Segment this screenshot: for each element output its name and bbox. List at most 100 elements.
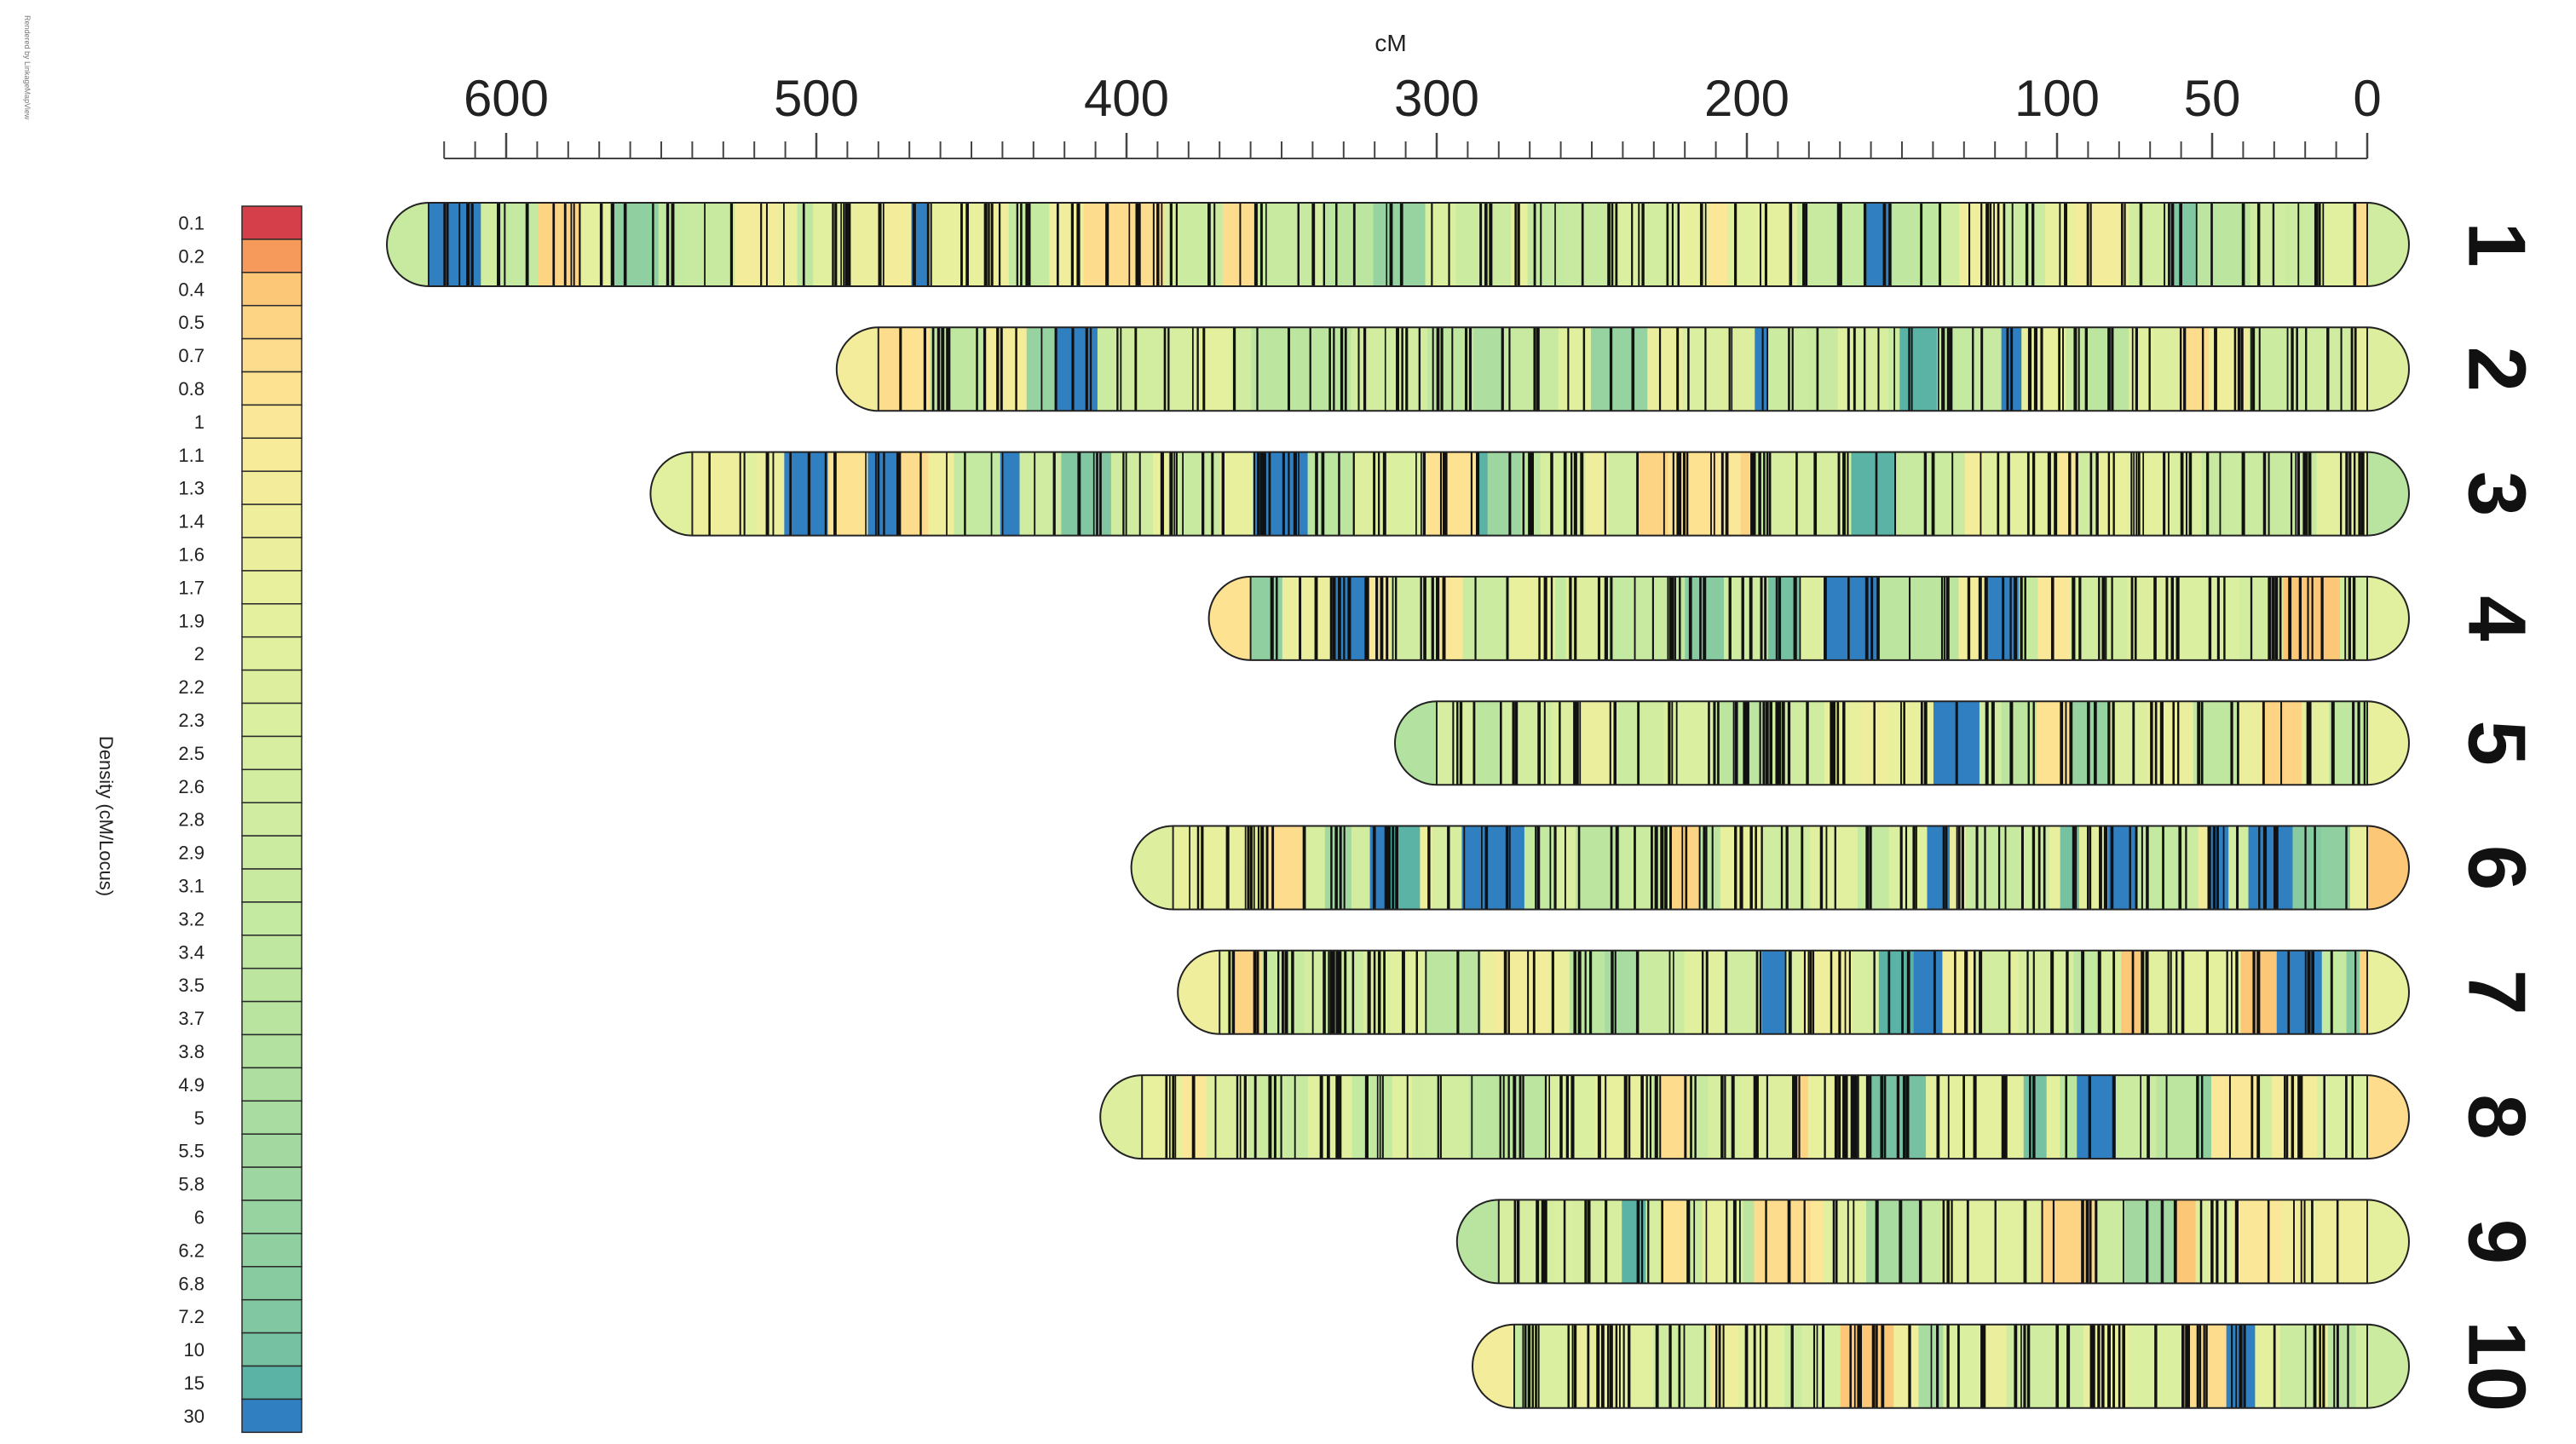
density-band (2239, 576, 2271, 660)
density-band (1179, 203, 1224, 286)
legend-swatch (241, 1000, 303, 1036)
density-band (1662, 1199, 1687, 1284)
chromosome-label: 2 (2452, 347, 2543, 392)
chromosome-cap (2366, 203, 2409, 286)
density-band (1851, 452, 1896, 536)
legend-swatch (241, 901, 303, 936)
chromosome-cap (2366, 826, 2409, 910)
density-band (1527, 203, 1565, 286)
density-band (1801, 1324, 1817, 1408)
density-band (2049, 826, 2061, 910)
legend-swatch (241, 537, 303, 572)
legend-swatch (241, 371, 303, 406)
chromosome-cap (1131, 826, 1175, 910)
density-band (2008, 950, 2020, 1034)
density-band (1083, 203, 1122, 286)
density-band (1369, 826, 1386, 910)
density-band (1558, 327, 1592, 411)
density-band (1926, 1075, 1980, 1159)
legend-swatch (241, 1133, 303, 1168)
density-band (2108, 701, 2149, 785)
density-band (1351, 327, 1375, 411)
chromosome-bands (1456, 1199, 2409, 1284)
density-band (1300, 327, 1352, 411)
chromosome-outline (1207, 575, 2410, 661)
density-band (685, 203, 735, 286)
legend-swatch (241, 768, 303, 803)
chromosome-4: 4 (1207, 575, 2543, 661)
legend-swatch (241, 1298, 303, 1334)
legend-label: 2.8 (178, 809, 205, 831)
legend-label: 1.9 (178, 610, 205, 631)
density-band (2211, 1199, 2234, 1284)
chromosome-bands (1178, 950, 2409, 1034)
legend-label: 1.4 (178, 511, 205, 532)
chromosome-cap (1178, 950, 1222, 1034)
density-band (2168, 452, 2203, 536)
density-band (1855, 327, 1889, 411)
density-band (2276, 950, 2323, 1034)
density-band (2135, 826, 2180, 910)
density-band (1913, 950, 1944, 1034)
density-band (1877, 576, 1905, 660)
legend-swatch (241, 967, 303, 1003)
chromosome-outline (835, 326, 2410, 412)
density-band (1754, 1199, 1812, 1284)
chromosome-cap (2366, 327, 2409, 411)
density-band (1922, 1199, 1942, 1284)
density-band (1425, 203, 1457, 286)
chromosome-outline (386, 202, 2410, 287)
density-band (2353, 327, 2368, 411)
density-band (2199, 1075, 2212, 1159)
density-band (1979, 701, 2003, 785)
density-band (1392, 1075, 1413, 1159)
legend-swatch (241, 1067, 303, 1102)
density-band (1755, 327, 1768, 411)
density-band (911, 203, 931, 286)
density-band (1717, 452, 1742, 536)
density-band (1206, 1075, 1249, 1159)
density-band (1250, 576, 1283, 660)
density-band (1173, 826, 1217, 910)
density-band (2233, 1199, 2283, 1284)
density-band (1721, 1324, 1739, 1408)
density-band (1061, 452, 1112, 536)
density-band (1026, 327, 1056, 411)
axis-title: cM (1374, 30, 1406, 56)
density-band (1461, 826, 1488, 910)
density-band (1939, 203, 1960, 286)
density-band (2154, 327, 2180, 411)
density-band (1866, 203, 1893, 286)
density-band (1462, 576, 1510, 660)
density-band (1916, 826, 1928, 910)
chromosome-label: 7 (2452, 969, 2543, 1015)
density-band (1638, 950, 1686, 1034)
density-band (1351, 1075, 1393, 1159)
legend-label: 0.5 (178, 312, 205, 333)
chromosome-label: 3 (2452, 471, 2543, 516)
density-band (1730, 1199, 1743, 1284)
density-band (1304, 950, 1325, 1034)
axis-tick-label: 400 (1084, 70, 1169, 127)
density-band (1495, 950, 1549, 1034)
density-band (2086, 950, 2100, 1034)
density-band (2349, 826, 2368, 910)
density-band (2170, 203, 2198, 286)
density-band (1196, 327, 1233, 411)
density-legend: 0.1 0.2 0.4 0.5 0.7 0.8 1 1.1 1.3 1.4 1.6 1.7 1.9 2 2.… (178, 205, 303, 1434)
chromosome-cap (2366, 701, 2409, 785)
density-band (1813, 701, 1825, 785)
axis-tick-label: 600 (464, 70, 549, 127)
density-band (1569, 950, 1585, 1034)
density-band (1337, 950, 1364, 1034)
density-band (579, 203, 612, 286)
chromosome-bands (650, 452, 2409, 536)
density-band (884, 203, 913, 286)
legend-swatch (241, 1166, 303, 1201)
legend-label: 5.5 (178, 1141, 205, 1162)
density-band (928, 452, 955, 536)
legend-label: 3.7 (178, 1008, 205, 1029)
density-band (1353, 452, 1392, 536)
legend-label: 30 (184, 1406, 205, 1427)
density-band (2096, 1199, 2126, 1284)
